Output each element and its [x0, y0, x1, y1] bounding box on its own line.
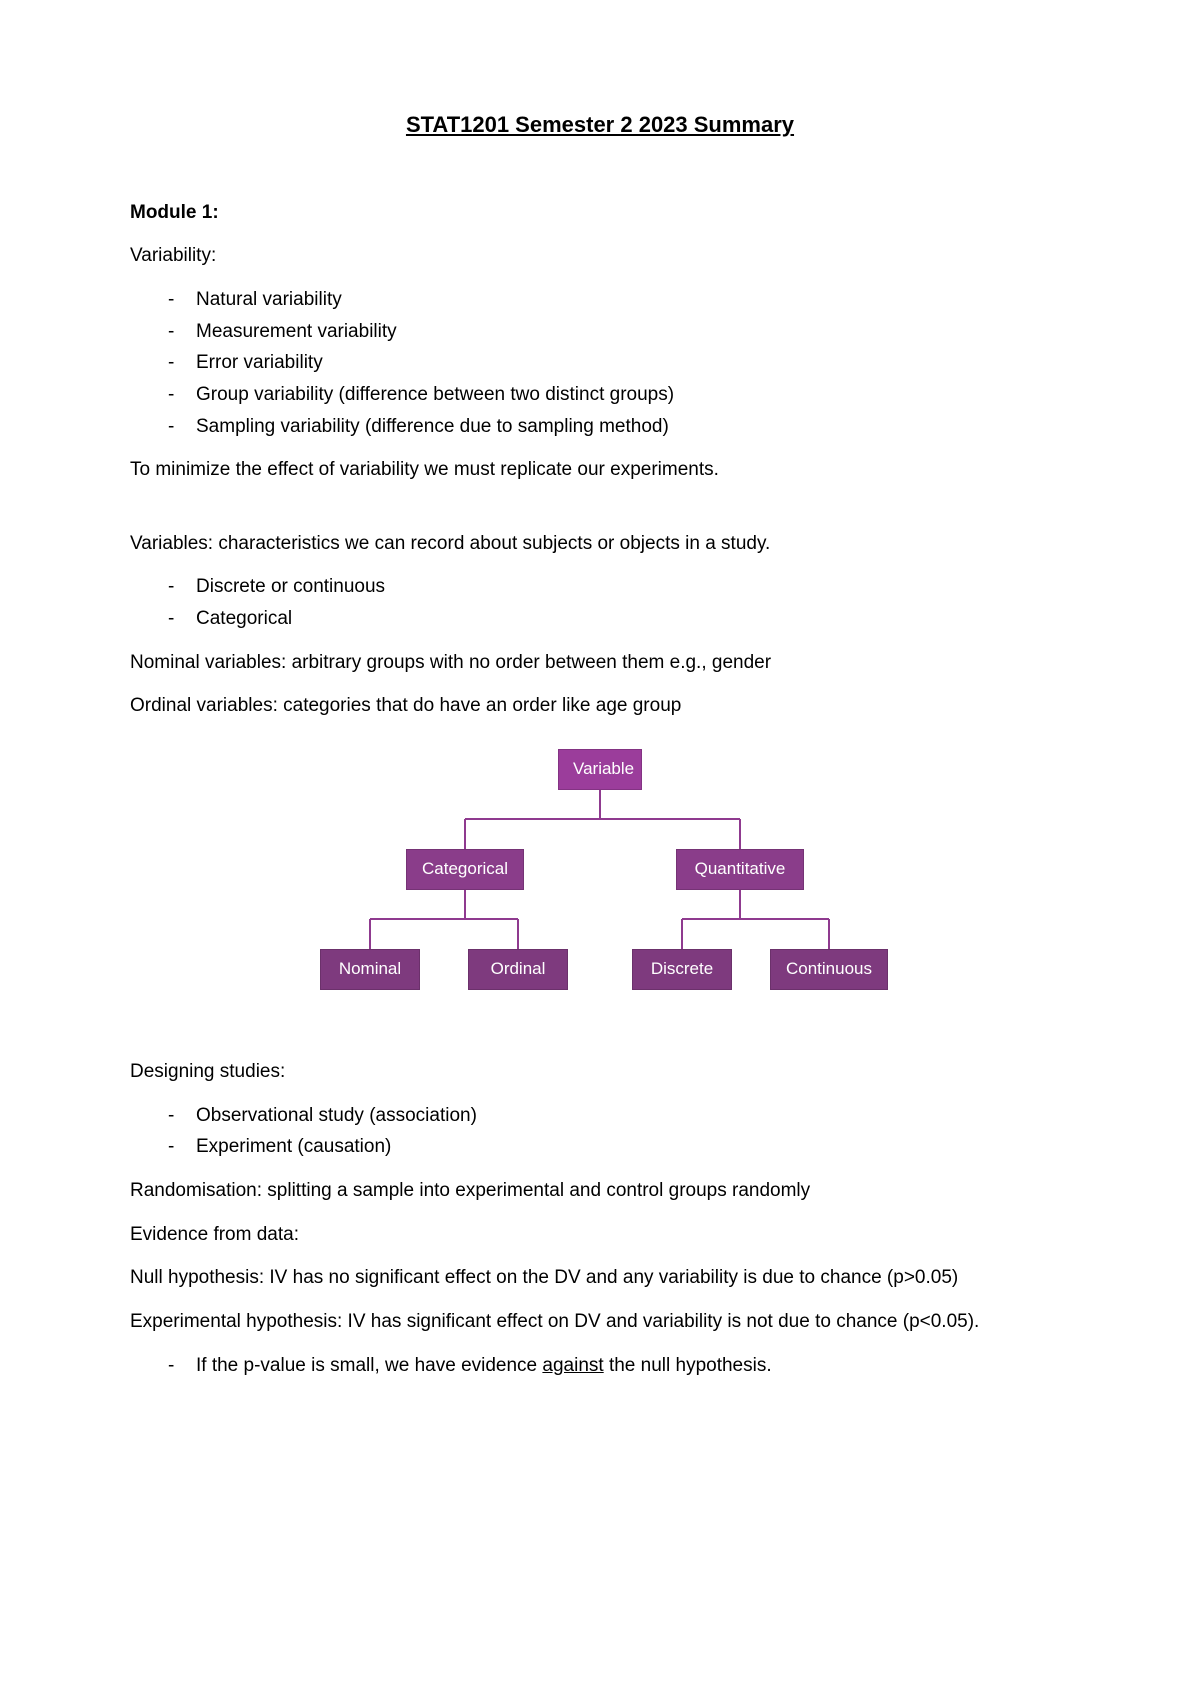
variable-types-list: Discrete or continuous Categorical [130, 574, 1070, 631]
variable-tree-diagram: Variable Categorical Quantitative Nominal Or… [300, 749, 900, 1009]
tree-node-nominal: Nominal [320, 949, 420, 990]
page-title: STAT1201 Semester 2 2023 Summary [130, 110, 1070, 140]
list-item: Sampling variability (difference due to … [168, 414, 1070, 440]
list-item: Discrete or continuous [168, 574, 1070, 600]
pvalue-prefix: If the p-value is small, we have evidenc… [196, 1355, 542, 1376]
module-heading: Module 1: [130, 200, 1070, 226]
list-item: Categorical [168, 606, 1070, 632]
list-item: If the p-value is small, we have evidenc… [168, 1353, 1070, 1379]
list-item: Experiment (causation) [168, 1134, 1070, 1160]
list-item: Group variability (difference between tw… [168, 382, 1070, 408]
tree-node-ordinal: Ordinal [468, 949, 568, 990]
variability-heading: Variability: [130, 243, 1070, 269]
designing-list: Observational study (association) Experi… [130, 1103, 1070, 1160]
tree-node-discrete: Discrete [632, 949, 732, 990]
experimental-hypothesis-text: Experimental hypothesis: IV has signific… [130, 1309, 1070, 1335]
evidence-heading: Evidence from data: [130, 1222, 1070, 1248]
pvalue-suffix: the null hypothesis. [604, 1355, 772, 1376]
tree-node-continuous: Continuous [770, 949, 888, 990]
minimize-text: To minimize the effect of variability we… [130, 457, 1070, 483]
randomisation-text: Randomisation: splitting a sample into e… [130, 1178, 1070, 1204]
variability-list: Natural variability Measurement variabil… [130, 287, 1070, 439]
tree-node-quantitative: Quantitative [676, 849, 804, 890]
list-item: Measurement variability [168, 319, 1070, 345]
variables-text: Variables: characteristics we can record… [130, 531, 1070, 557]
list-item: Error variability [168, 350, 1070, 376]
ordinal-text: Ordinal variables: categories that do ha… [130, 693, 1070, 719]
pvalue-list: If the p-value is small, we have evidenc… [130, 1353, 1070, 1379]
list-item: Observational study (association) [168, 1103, 1070, 1129]
tree-node-root: Variable [558, 749, 642, 790]
pvalue-underline: against [542, 1355, 603, 1376]
null-hypothesis-text: Null hypothesis: IV has no significant e… [130, 1265, 1070, 1291]
nominal-text: Nominal variables: arbitrary groups with… [130, 650, 1070, 676]
list-item: Natural variability [168, 287, 1070, 313]
designing-heading: Designing studies: [130, 1059, 1070, 1085]
tree-node-categorical: Categorical [406, 849, 524, 890]
